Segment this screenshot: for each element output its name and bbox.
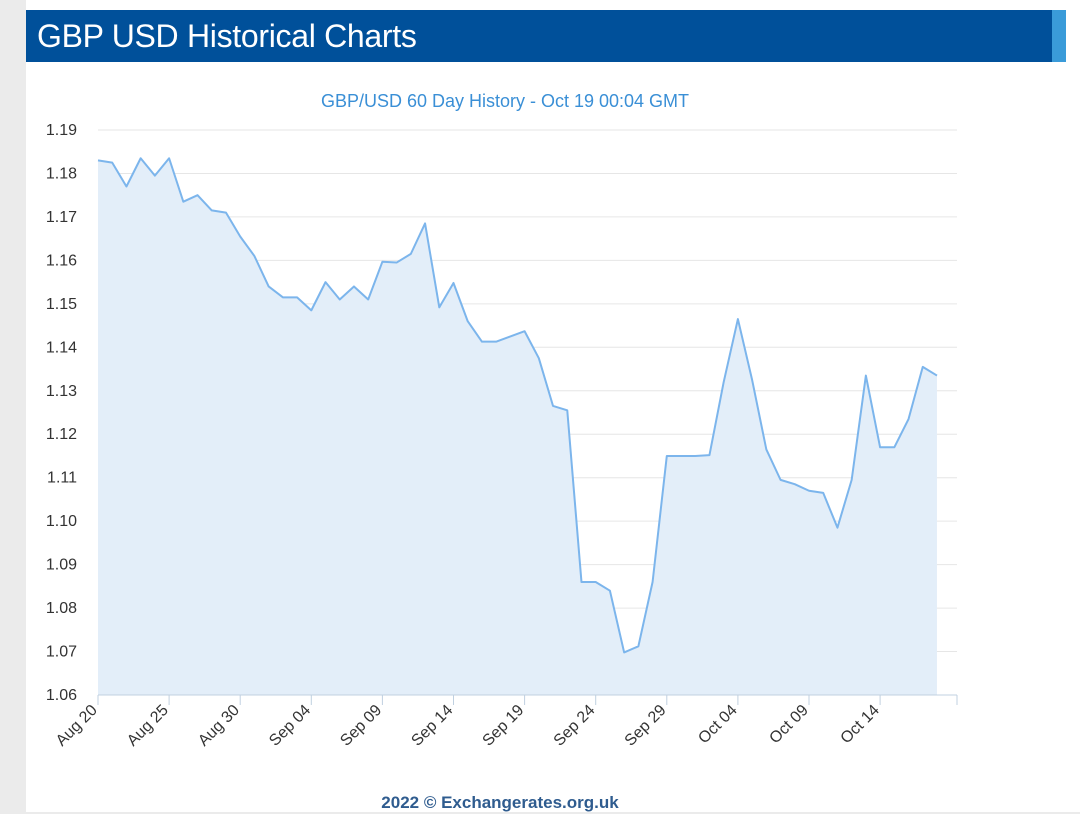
data-point[interactable] bbox=[436, 304, 442, 310]
x-tick-label: Sep 24 bbox=[551, 702, 599, 750]
data-point[interactable] bbox=[820, 490, 826, 496]
data-point[interactable] bbox=[365, 297, 371, 303]
data-point[interactable] bbox=[650, 579, 656, 585]
y-tick-label: 1.12 bbox=[46, 426, 77, 443]
data-point[interactable] bbox=[849, 477, 855, 483]
y-tick-label: 1.17 bbox=[46, 209, 77, 226]
data-point[interactable] bbox=[394, 260, 400, 266]
data-point[interactable] bbox=[564, 407, 570, 413]
x-tick-label: Sep 04 bbox=[266, 702, 314, 750]
y-tick-label: 1.10 bbox=[46, 513, 77, 530]
y-tick-label: 1.09 bbox=[46, 557, 77, 574]
data-point[interactable] bbox=[834, 525, 840, 531]
copyright-text[interactable]: 2022 © Exchangerates.org.uk bbox=[381, 793, 619, 812]
data-point[interactable] bbox=[607, 588, 613, 594]
data-point[interactable] bbox=[280, 294, 286, 300]
data-point[interactable] bbox=[621, 649, 627, 655]
data-point[interactable] bbox=[209, 207, 215, 213]
data-point[interactable] bbox=[308, 307, 314, 313]
data-point[interactable] bbox=[95, 157, 101, 163]
data-point[interactable] bbox=[479, 339, 485, 345]
data-point[interactable] bbox=[379, 259, 385, 265]
chart-title: GBP/USD 60 Day History - Oct 19 00:04 GM… bbox=[321, 91, 689, 111]
x-tick-label: Oct 09 bbox=[766, 702, 811, 747]
y-tick-label: 1.14 bbox=[46, 339, 77, 356]
data-point[interactable] bbox=[593, 579, 599, 585]
x-tick-label: Aug 30 bbox=[195, 702, 243, 750]
data-point[interactable] bbox=[180, 199, 186, 205]
data-point[interactable] bbox=[934, 373, 940, 379]
x-tick-label: Aug 20 bbox=[53, 702, 101, 750]
data-point[interactable] bbox=[536, 355, 542, 361]
data-point[interactable] bbox=[138, 155, 144, 161]
data-point[interactable] bbox=[337, 297, 343, 303]
data-point[interactable] bbox=[109, 160, 115, 166]
y-tick-label: 1.18 bbox=[46, 165, 77, 182]
data-point[interactable] bbox=[692, 453, 698, 459]
data-point[interactable] bbox=[635, 643, 641, 649]
data-point[interactable] bbox=[792, 481, 798, 487]
header-bar bbox=[26, 10, 1066, 62]
data-point[interactable] bbox=[735, 316, 741, 322]
y-tick-label: 1.06 bbox=[46, 687, 77, 704]
series-line bbox=[97, 157, 938, 654]
data-point[interactable] bbox=[123, 184, 129, 190]
data-point[interactable] bbox=[920, 364, 926, 370]
y-tick-label: 1.15 bbox=[46, 296, 77, 313]
data-point[interactable] bbox=[223, 210, 229, 216]
x-tick-label: Oct 14 bbox=[838, 702, 883, 747]
data-point[interactable] bbox=[721, 379, 727, 385]
data-point[interactable] bbox=[152, 173, 158, 179]
data-point[interactable] bbox=[778, 477, 784, 483]
data-point[interactable] bbox=[166, 155, 172, 161]
data-point[interactable] bbox=[251, 253, 257, 259]
y-tick-label: 1.07 bbox=[46, 644, 77, 661]
data-point[interactable] bbox=[550, 403, 556, 409]
data-point[interactable] bbox=[465, 318, 471, 324]
data-point[interactable] bbox=[863, 373, 869, 379]
y-tick-label: 1.08 bbox=[46, 600, 77, 617]
data-point[interactable] bbox=[493, 339, 499, 345]
series-area-fill bbox=[98, 158, 937, 695]
data-point[interactable] bbox=[706, 452, 712, 458]
copyright-footer[interactable]: 2022 © Exchangerates.org.uk bbox=[0, 792, 1000, 814]
data-point[interactable] bbox=[323, 279, 329, 285]
page-title: GBP USD Historical Charts bbox=[37, 18, 417, 54]
data-point[interactable] bbox=[806, 488, 812, 494]
data-point[interactable] bbox=[763, 446, 769, 452]
data-point[interactable] bbox=[891, 444, 897, 450]
data-point[interactable] bbox=[749, 377, 755, 383]
header-accent-strip bbox=[1052, 10, 1066, 62]
data-point[interactable] bbox=[522, 328, 528, 334]
y-tick-label: 1.13 bbox=[46, 383, 77, 400]
x-tick-label: Sep 19 bbox=[480, 702, 528, 750]
data-point[interactable] bbox=[906, 416, 912, 422]
data-point[interactable] bbox=[678, 453, 684, 459]
data-point[interactable] bbox=[422, 220, 428, 226]
data-point[interactable] bbox=[237, 233, 243, 239]
x-tick-label: Sep 09 bbox=[337, 702, 385, 750]
y-tick-label: 1.19 bbox=[46, 122, 77, 139]
data-point[interactable] bbox=[664, 453, 670, 459]
data-point[interactable] bbox=[451, 280, 457, 286]
x-tick-label: Aug 25 bbox=[124, 702, 172, 750]
y-tick-label: 1.11 bbox=[47, 470, 77, 487]
data-point[interactable] bbox=[294, 294, 300, 300]
data-point[interactable] bbox=[507, 333, 513, 339]
x-tick-label: Sep 14 bbox=[408, 702, 456, 750]
y-tick-label: 1.16 bbox=[46, 252, 77, 269]
data-point[interactable] bbox=[351, 283, 357, 289]
x-tick-label: Sep 29 bbox=[622, 702, 670, 750]
data-point[interactable] bbox=[195, 192, 201, 198]
data-point[interactable] bbox=[408, 251, 414, 257]
data-point[interactable] bbox=[578, 579, 584, 585]
data-point[interactable] bbox=[266, 283, 272, 289]
x-tick-label: Oct 04 bbox=[695, 702, 740, 747]
data-point[interactable] bbox=[877, 444, 883, 450]
